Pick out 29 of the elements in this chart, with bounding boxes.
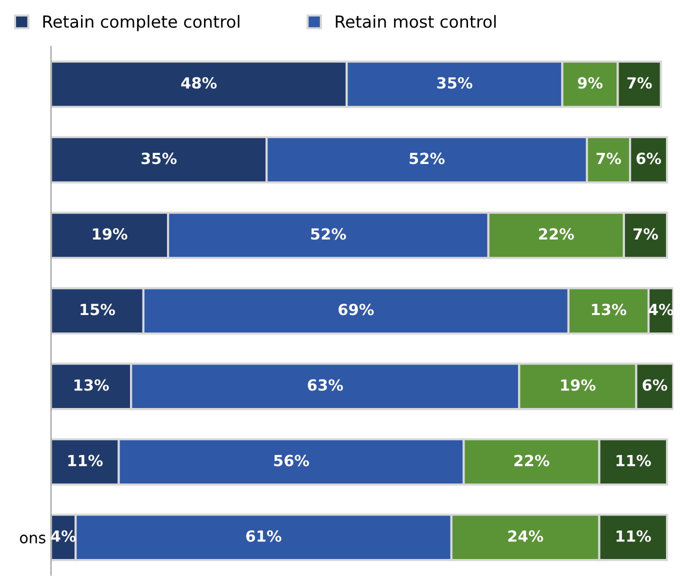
data-label: 56% [274,454,310,466]
data-label: 6% [636,152,662,164]
data-label: 11% [68,454,103,466]
data-label: 22% [514,454,550,466]
data-label: 11% [616,454,651,466]
data-label: 19% [561,379,596,391]
data-label: 69% [338,304,374,316]
data-label: 9% [578,77,603,89]
data-label: 24% [508,530,544,542]
data-label: 19% [92,228,128,240]
data-label: 52% [311,228,346,240]
data-label: 7% [634,228,658,240]
data-label: 6% [642,379,668,391]
data-label: 52% [410,152,445,164]
data-label: 15% [80,304,115,316]
data-label: 63% [308,379,343,391]
data-label: 22% [539,228,574,240]
data-label: 48% [181,77,217,89]
data-label: 13% [74,379,109,391]
data-label: 13% [592,304,626,316]
data-label: 35% [437,77,472,89]
y-tick-label: ons [20,534,46,544]
data-label: 35% [142,152,177,164]
data-label: 7% [596,152,621,164]
data-label: 7% [627,77,652,89]
data-label: 11% [616,530,651,542]
data-label: 61% [246,530,282,542]
legend-label: Retain complete control [43,15,240,32]
legend-label: Retain most control [336,15,496,28]
